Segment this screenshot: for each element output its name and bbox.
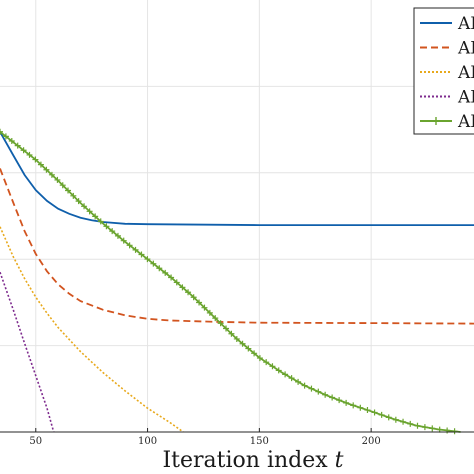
x-axis-label-text: Iteration index [162, 448, 334, 473]
legend: AI AI AI AI AI [413, 7, 474, 135]
series-5-marker [256, 355, 263, 362]
series-5-marker [228, 330, 235, 337]
series-3-line [0, 226, 184, 433]
series-5-marker [97, 218, 104, 225]
series-layer [0, 128, 474, 435]
series-5-marker [8, 138, 15, 145]
series-5-marker [120, 237, 127, 244]
series-5-marker [65, 187, 72, 194]
series-5-marker [239, 340, 246, 347]
series-5-marker [32, 156, 39, 163]
series-5-marker [206, 309, 213, 316]
series-5-marker [150, 260, 157, 267]
series-4-line [0, 271, 55, 433]
series-5-marker [196, 299, 203, 306]
legend-marker-5 [432, 117, 440, 125]
series-5-marker [0, 128, 3, 135]
series-5-marker [92, 213, 99, 220]
axes: 50 100 150 200 [0, 428, 474, 447]
series-5-marker [190, 294, 197, 301]
series-5-marker [81, 203, 88, 210]
series-5-marker [414, 422, 421, 429]
series-5-marker [275, 367, 282, 374]
series-5-marker [48, 171, 55, 178]
legend-label-4: AI [457, 88, 474, 108]
series-5-marker [132, 246, 139, 253]
series-5-marker [350, 402, 357, 409]
series-5-marker [385, 414, 392, 421]
series-5-marker [162, 269, 169, 276]
series-1-line [0, 131, 474, 227]
series-5-marker [144, 256, 151, 263]
series-5-marker [269, 363, 276, 370]
series-5-marker [282, 371, 289, 378]
series-5-marker [336, 397, 343, 404]
series-5-marker [301, 382, 308, 389]
series-5-marker [37, 161, 44, 168]
series-2-line [0, 168, 474, 325]
series-5-marker [179, 284, 186, 291]
series-5-marker [315, 388, 322, 395]
series-5-marker [357, 404, 364, 411]
series-5-marker [109, 228, 116, 235]
x-tick-label: 100 [138, 436, 157, 447]
series-5-marker [212, 315, 219, 322]
x-axis-label: Iteration index t [162, 448, 343, 473]
series-5-marker [114, 232, 121, 239]
series-5-marker [400, 418, 407, 425]
series-5-marker [173, 279, 180, 286]
x-axis-label-variable: t [335, 448, 344, 473]
series-5-marker [217, 320, 224, 327]
series-5-marker [451, 428, 458, 435]
legend-label-1: AI [457, 14, 474, 34]
series-5-marker [75, 198, 82, 205]
series-5-marker [322, 391, 329, 398]
series-5-marker [223, 325, 230, 332]
series-5-marker [392, 416, 399, 423]
series-5-marker [364, 407, 371, 414]
series-5-marker [251, 350, 258, 357]
series-5-marker [185, 289, 192, 296]
legend-label-5: AI [457, 112, 474, 132]
series-5-marker [295, 378, 302, 385]
series-5-marker [201, 304, 208, 311]
series-5-marker [54, 176, 61, 183]
series-5-marker [233, 335, 240, 342]
x-tick-label: 200 [362, 436, 381, 447]
series-5-marker [343, 399, 350, 406]
series-5-marker [86, 208, 93, 215]
series-5-marker [26, 151, 33, 158]
series-5-marker [14, 142, 21, 149]
series-5-marker [59, 182, 66, 189]
series-5-marker [20, 147, 27, 154]
legend-label-3: AI [457, 63, 474, 83]
series-5-marker [429, 425, 436, 432]
series-5-marker [407, 420, 414, 427]
series-5-marker [168, 274, 175, 281]
series-5-marker [70, 192, 77, 199]
series-5-marker [2, 133, 9, 140]
series-5-marker [138, 251, 145, 258]
series-5-marker [371, 409, 378, 416]
x-tick-label: 50 [29, 436, 42, 447]
series-5-marker [308, 385, 315, 392]
series-5-marker [156, 265, 163, 272]
x-tick-label: 150 [250, 436, 269, 447]
series-5-marker [263, 359, 270, 366]
grid [0, 0, 474, 432]
series-5-marker [245, 345, 252, 352]
series-5-marker [103, 223, 110, 230]
series-5-marker [421, 424, 428, 431]
series-5-marker [288, 375, 295, 382]
series-5-marker [378, 411, 385, 418]
series-5-marker [43, 166, 50, 173]
series-5-marker [329, 394, 336, 401]
legend-label-2: AI [457, 39, 474, 59]
series-5-marker [126, 242, 133, 249]
